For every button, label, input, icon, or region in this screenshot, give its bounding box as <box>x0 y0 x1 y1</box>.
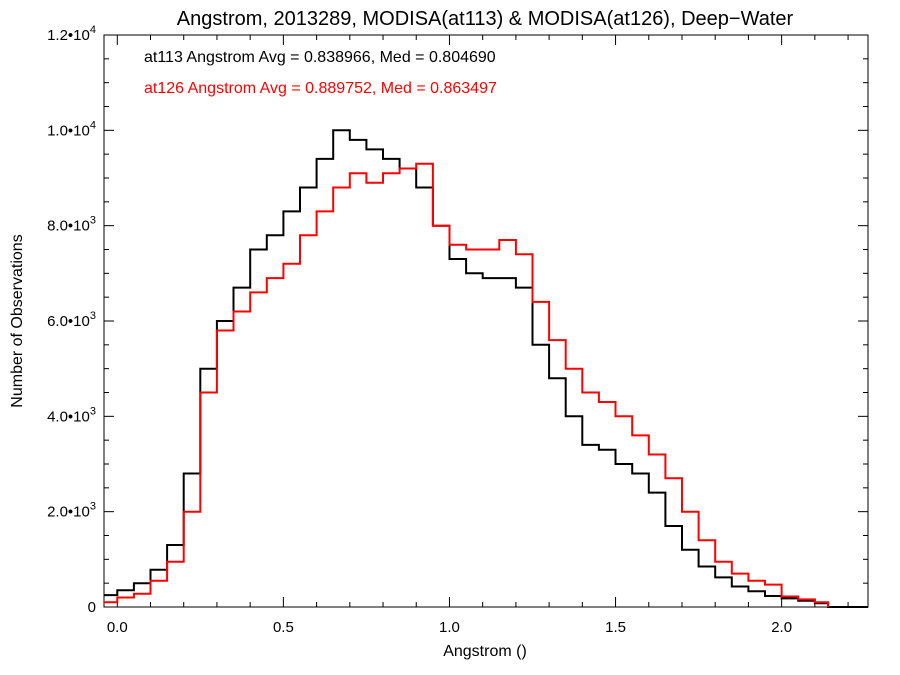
y-tick-label: 2.0•103 <box>47 501 96 521</box>
y-tick-label: 1.0•104 <box>47 119 96 139</box>
x-tick-label: 2.0 <box>771 619 792 636</box>
chart-title: Angstrom, 2013289, MODISA(at113) & MODIS… <box>177 8 794 30</box>
y-axis-label: Number of Observations <box>9 234 26 407</box>
y-tick-label: 6.0•103 <box>47 310 96 330</box>
y-tick-label: 8.0•103 <box>47 215 96 235</box>
x-tick-label: 1.5 <box>605 619 626 636</box>
x-axis-label: Angstrom () <box>443 643 527 660</box>
x-tick-label: 1.0 <box>439 619 460 636</box>
x-tick-label: 0.0 <box>107 619 128 636</box>
y-tick-label: 1.2•104 <box>47 24 96 44</box>
series-at113-line <box>104 129 868 608</box>
x-tick-label: 0.5 <box>273 619 294 636</box>
series-at126-line <box>104 162 830 607</box>
legend-at126-stats: at126 Angstrom Avg = 0.889752, Med = 0.8… <box>144 80 497 97</box>
y-tick-label: 4.0•103 <box>47 405 96 425</box>
y-tick-label: 0 <box>88 599 96 616</box>
plot-area: 0.0 0.5 1.0 1.5 2.0 0 2.0•103 4.0•103 6.0•103 8.0… <box>47 24 869 636</box>
legend-at113-stats: at113 Angstrom Avg = 0.838966, Med = 0.8… <box>144 49 496 66</box>
